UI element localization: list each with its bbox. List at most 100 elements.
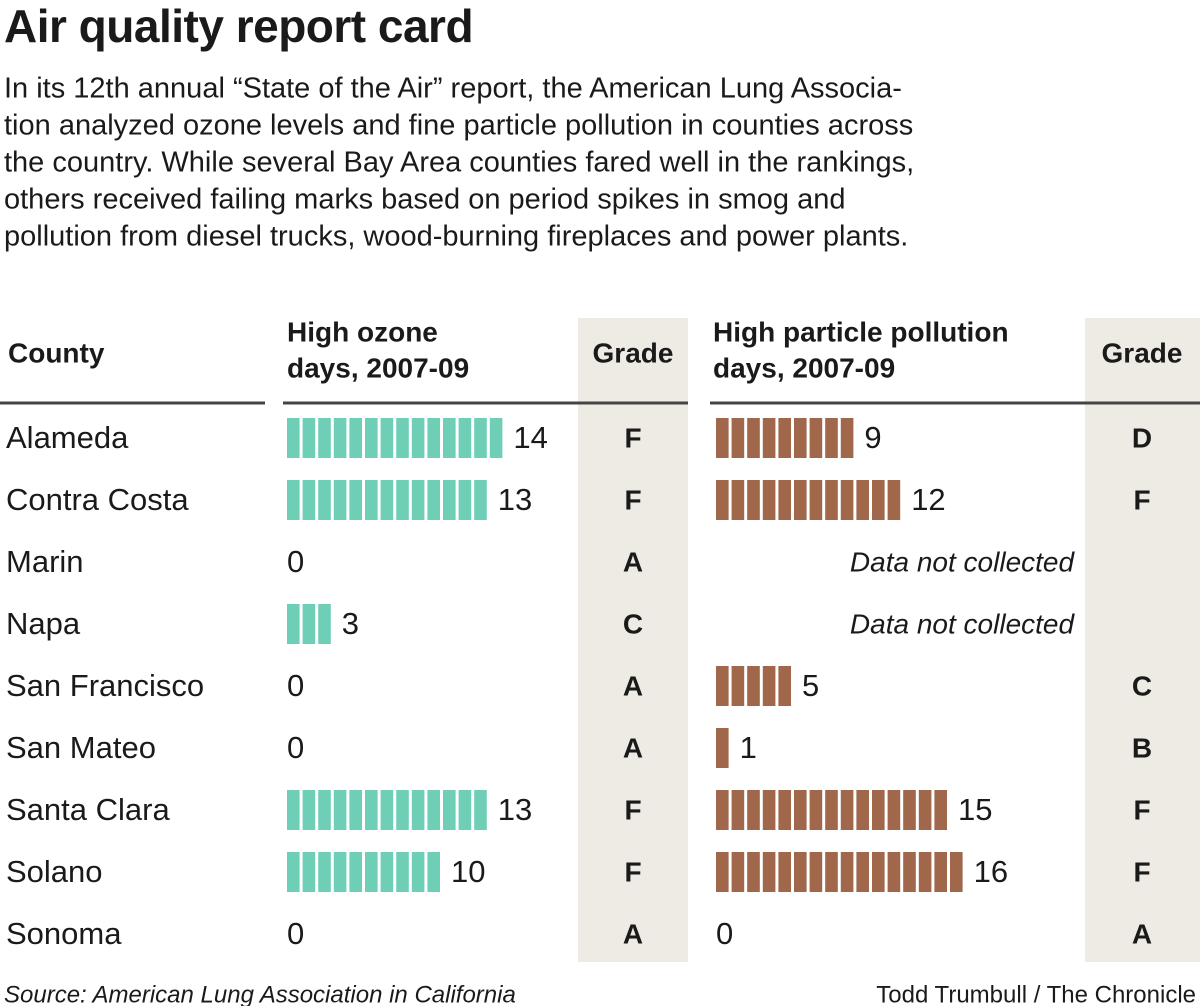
bar-unit xyxy=(396,852,409,892)
bar-unit xyxy=(825,852,838,892)
bar-unit xyxy=(872,852,885,892)
bar xyxy=(716,480,901,520)
bar-unit xyxy=(474,480,487,520)
bar-unit xyxy=(934,790,947,830)
bar-unit xyxy=(458,418,472,458)
bar-unit xyxy=(411,852,425,892)
description-line: tion analyzed ozone levels and fine part… xyxy=(4,110,913,142)
bar-unit xyxy=(731,790,745,830)
bar-unit xyxy=(825,790,838,830)
bar-unit xyxy=(365,418,378,458)
bar-unit xyxy=(396,480,409,520)
bar-unit xyxy=(856,480,869,520)
header-county: County xyxy=(8,337,105,368)
county: Solano xyxy=(6,854,103,889)
bar-unit xyxy=(443,480,456,520)
bar xyxy=(287,604,331,644)
value-label: 13 xyxy=(498,482,532,517)
bar-unit xyxy=(427,790,440,830)
bar-unit xyxy=(380,790,394,830)
bar xyxy=(287,418,503,458)
bar-unit xyxy=(287,852,300,892)
bar-unit xyxy=(887,852,901,892)
bar-unit xyxy=(731,418,745,458)
bar-unit xyxy=(809,790,823,830)
value-label: 15 xyxy=(958,792,992,827)
bar xyxy=(716,728,729,768)
value-label: 0 xyxy=(287,916,304,951)
bar-unit xyxy=(302,604,316,644)
description-line: In its 12th annual “State of the Air” re… xyxy=(4,73,902,105)
bar-unit xyxy=(474,418,487,458)
bar-unit xyxy=(302,418,316,458)
bar-unit xyxy=(716,852,729,892)
bar-unit xyxy=(427,852,440,892)
bar-unit xyxy=(762,480,776,520)
grade: F xyxy=(1133,484,1150,515)
description-line: the country. While several Bay Area coun… xyxy=(4,147,914,179)
grade-column-bg xyxy=(578,318,688,962)
bar-unit xyxy=(427,418,440,458)
bar-unit xyxy=(443,790,456,830)
bar-unit xyxy=(716,790,729,830)
description-line: others received failing marks based on p… xyxy=(4,184,845,216)
county: Marin xyxy=(6,544,84,579)
value-label: 10 xyxy=(451,854,485,889)
bar-unit xyxy=(716,480,729,520)
bar-unit xyxy=(747,666,760,706)
bar-unit xyxy=(333,852,347,892)
bar-unit xyxy=(778,790,791,830)
bar-unit xyxy=(365,852,378,892)
grade: C xyxy=(623,608,643,639)
bar-unit xyxy=(365,790,378,830)
header-particle: High particle pollution xyxy=(713,316,1009,347)
bar-unit xyxy=(474,790,487,830)
bar-unit xyxy=(489,418,503,458)
bar-unit xyxy=(396,790,409,830)
bar-unit xyxy=(349,852,362,892)
bar xyxy=(716,418,854,458)
value-label: 1 xyxy=(740,730,757,765)
header-grade: Grade xyxy=(1102,337,1183,368)
bar-unit xyxy=(887,480,901,520)
grade: C xyxy=(1132,670,1152,701)
bar-unit xyxy=(856,852,869,892)
bar-unit xyxy=(380,852,394,892)
bar-unit xyxy=(731,852,745,892)
county: Santa Clara xyxy=(6,792,170,827)
bar-unit xyxy=(333,790,347,830)
grade: D xyxy=(1132,422,1152,453)
bar-unit xyxy=(716,728,729,768)
bar xyxy=(287,790,487,830)
bar-unit xyxy=(716,418,729,458)
header-grade: Grade xyxy=(593,337,674,368)
grade: F xyxy=(1133,794,1150,825)
grade: F xyxy=(624,484,641,515)
grade: A xyxy=(623,670,643,701)
bar-unit xyxy=(318,790,331,830)
value-label: 14 xyxy=(513,420,547,455)
bar-unit xyxy=(411,790,425,830)
bar-unit xyxy=(762,790,776,830)
value-label: 12 xyxy=(911,482,945,517)
county: Sonoma xyxy=(6,916,122,951)
bar-unit xyxy=(302,852,316,892)
bar-unit xyxy=(443,418,456,458)
grade: A xyxy=(623,546,643,577)
bar-unit xyxy=(809,480,823,520)
bar-unit xyxy=(903,790,916,830)
grade: F xyxy=(624,856,641,887)
bar-unit xyxy=(747,790,760,830)
value-label: 5 xyxy=(802,668,819,703)
bar-unit xyxy=(762,852,776,892)
bar-unit xyxy=(287,790,300,830)
bar-unit xyxy=(778,666,791,706)
value-label: 13 xyxy=(498,792,532,827)
bar-unit xyxy=(731,480,745,520)
bar xyxy=(287,480,487,520)
value-label: 0 xyxy=(287,668,304,703)
bar-unit xyxy=(950,852,963,892)
county: Contra Costa xyxy=(6,482,189,517)
bar-unit xyxy=(778,418,791,458)
